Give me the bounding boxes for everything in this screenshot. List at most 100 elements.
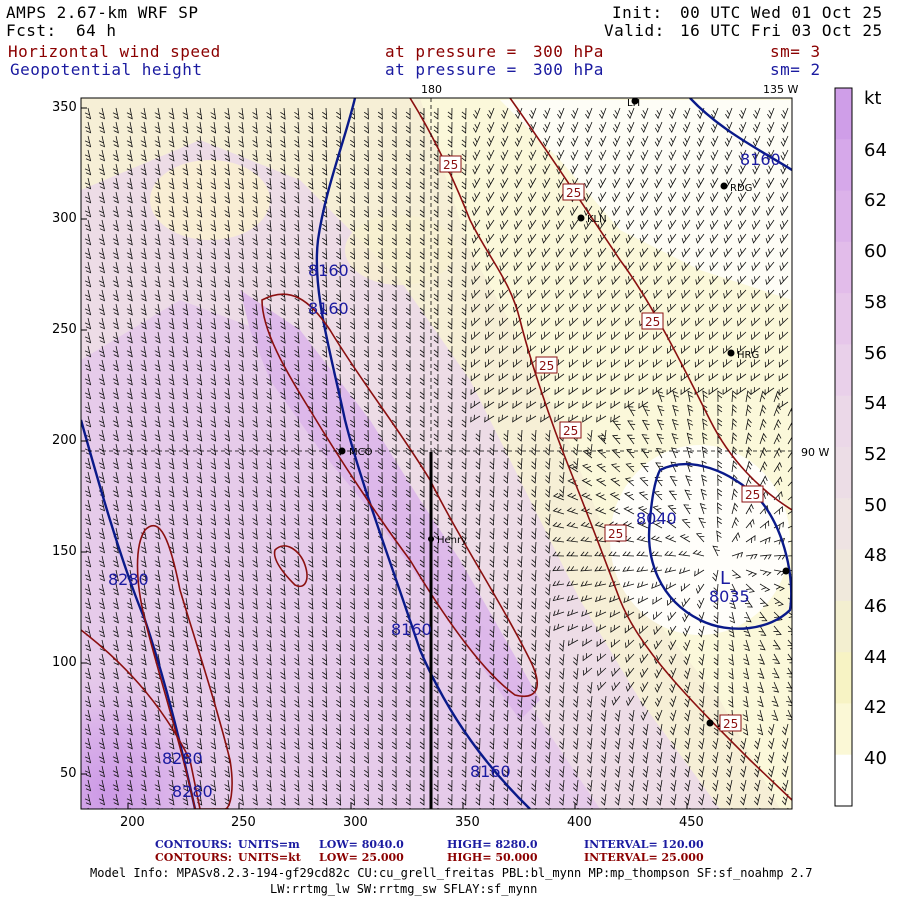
wind-barb bbox=[778, 359, 789, 368]
wind-barb bbox=[684, 709, 691, 722]
wind-barb bbox=[723, 261, 733, 272]
wind-barb bbox=[652, 505, 663, 515]
wind-barb bbox=[154, 639, 161, 652]
wind-barb bbox=[154, 373, 161, 386]
wind-barb bbox=[280, 317, 286, 330]
wind-barb bbox=[558, 737, 565, 750]
wind-barb bbox=[419, 556, 425, 568]
wind-barb bbox=[252, 723, 258, 736]
wind-barb bbox=[680, 331, 691, 341]
wind-barb bbox=[680, 345, 691, 354]
wind-barb bbox=[772, 667, 780, 679]
wind-barb bbox=[112, 429, 119, 442]
wind-barb bbox=[419, 346, 425, 358]
wind-barb bbox=[531, 429, 537, 442]
wind-barb bbox=[336, 513, 342, 526]
speed-label-box-5: 25 bbox=[559, 421, 582, 439]
wind-barb bbox=[681, 303, 691, 313]
wind-barb bbox=[182, 555, 189, 568]
wind-barb bbox=[723, 219, 733, 230]
wind-barb bbox=[196, 107, 203, 120]
wind-barb bbox=[196, 205, 203, 218]
wind-barb bbox=[349, 667, 355, 680]
wind-barb bbox=[308, 723, 314, 736]
wind-barb bbox=[238, 163, 244, 176]
wind-barb bbox=[252, 793, 258, 806]
wind-barb bbox=[377, 177, 383, 190]
wind-barb bbox=[726, 751, 733, 764]
wind-barb bbox=[461, 695, 467, 708]
wind-barb bbox=[154, 233, 161, 246]
wind-barb bbox=[461, 569, 467, 582]
wind-barb bbox=[642, 765, 649, 778]
wind-barb bbox=[84, 457, 92, 470]
wind-barb bbox=[210, 611, 217, 624]
wind-barb bbox=[140, 205, 147, 218]
wind-barb bbox=[433, 653, 439, 666]
wind-barb bbox=[586, 723, 593, 736]
wind-barb bbox=[656, 779, 663, 792]
wind-barb bbox=[391, 163, 397, 176]
wind-barb bbox=[447, 219, 453, 232]
wind-barb bbox=[485, 303, 495, 313]
wind-barb bbox=[528, 191, 537, 203]
wind-barb bbox=[597, 317, 607, 327]
wind-barb bbox=[322, 527, 328, 540]
wind-barb bbox=[600, 793, 607, 806]
wind-barb bbox=[626, 149, 635, 161]
wind-barb bbox=[642, 737, 649, 750]
wind-barb bbox=[781, 765, 789, 778]
wind-barb bbox=[196, 555, 203, 568]
wind-barb bbox=[713, 667, 719, 680]
wind-barb bbox=[569, 219, 579, 230]
wind-barb bbox=[447, 751, 453, 764]
wind-barb bbox=[517, 443, 523, 456]
wind-barb bbox=[447, 765, 453, 778]
wind-barb bbox=[528, 163, 537, 175]
wind-barb bbox=[545, 681, 551, 694]
wind-barb bbox=[653, 639, 663, 650]
wind-barb bbox=[447, 429, 453, 442]
wind-barb bbox=[391, 471, 397, 484]
wind-barb bbox=[517, 541, 523, 554]
wind-barb bbox=[112, 345, 119, 358]
wind-barb bbox=[419, 276, 425, 288]
wind-barb bbox=[294, 695, 300, 708]
wind-barb bbox=[98, 527, 106, 540]
wind-barb bbox=[773, 433, 782, 445]
wind-barb bbox=[583, 317, 593, 327]
wind-barb bbox=[558, 667, 565, 680]
wind-barb bbox=[787, 477, 792, 487]
wind-barb bbox=[514, 177, 523, 189]
wind-barb bbox=[765, 247, 775, 258]
wind-barb bbox=[779, 317, 789, 327]
wind-barb bbox=[112, 191, 119, 204]
wind-barb bbox=[349, 597, 355, 610]
wind-barb bbox=[461, 191, 467, 204]
wind-barb bbox=[210, 625, 217, 638]
wind-barb bbox=[391, 793, 397, 806]
wind-barb bbox=[570, 135, 579, 147]
wind-barb bbox=[391, 737, 397, 750]
wind-barb bbox=[639, 233, 649, 244]
wind-barb bbox=[308, 499, 314, 512]
wind-barb bbox=[683, 681, 691, 694]
wind-barb bbox=[668, 191, 677, 203]
wind-barb bbox=[745, 432, 752, 445]
wind-barb bbox=[594, 595, 607, 603]
wind-barb bbox=[683, 107, 691, 120]
wind-barb bbox=[238, 331, 244, 344]
wind-barb bbox=[280, 415, 286, 428]
wind-barb bbox=[695, 289, 705, 299]
wind-barb bbox=[112, 765, 119, 778]
wind-barb bbox=[391, 289, 397, 302]
wind-barb bbox=[625, 205, 635, 217]
y-tick-300: 300 bbox=[52, 211, 77, 226]
wind-barb bbox=[349, 653, 355, 666]
wind-barb bbox=[377, 555, 383, 568]
wind-barb bbox=[182, 569, 189, 582]
wind-barb bbox=[224, 415, 231, 428]
wind-barb bbox=[731, 432, 738, 445]
wind-barb bbox=[433, 387, 439, 400]
